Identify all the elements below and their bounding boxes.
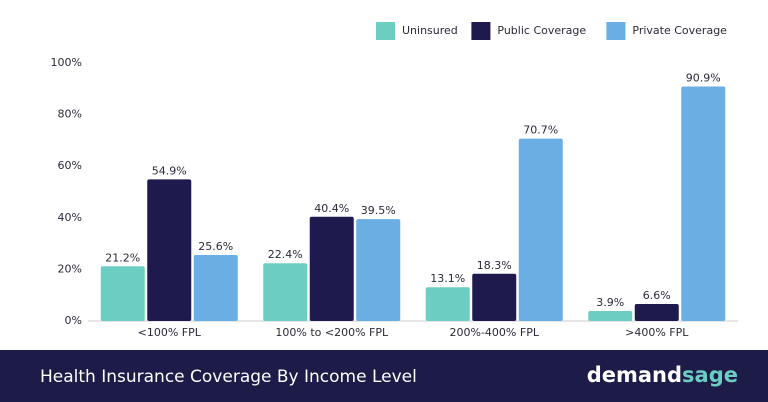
bar (193, 254, 238, 321)
value-label: 6.6% (643, 289, 671, 302)
bar (309, 216, 354, 321)
logo-part: demand (587, 363, 682, 387)
x-tick-label: 100% to <200% FPL (275, 326, 389, 339)
legend-swatch (471, 22, 491, 40)
bar (634, 303, 679, 321)
bar (356, 219, 401, 321)
value-label: 54.9% (152, 164, 187, 177)
bar (472, 273, 517, 321)
bar (147, 179, 192, 321)
y-tick-label: 0% (65, 314, 82, 327)
bar (588, 310, 633, 321)
legend-swatch (606, 22, 626, 40)
legend-label: Public Coverage (497, 24, 586, 37)
y-tick-label: 40% (58, 211, 82, 224)
bar (263, 263, 308, 321)
legend-swatch (376, 22, 395, 40)
value-label: 40.4% (314, 202, 349, 215)
y-tick-label: 20% (58, 262, 82, 275)
value-label: 25.6% (198, 240, 233, 253)
y-tick-label: 80% (58, 108, 82, 121)
logo-part: sage (682, 363, 738, 387)
y-tick-label: 100% (51, 56, 82, 69)
y-tick-label: 60% (58, 159, 82, 172)
bar (681, 86, 726, 321)
bar (518, 138, 563, 321)
logo: demandsage (587, 363, 738, 387)
value-label: 18.3% (477, 259, 512, 272)
value-label: 90.9% (686, 71, 721, 84)
legend-label: Private Coverage (632, 24, 727, 37)
x-tick-label: >400% FPL (625, 326, 689, 339)
value-label: 70.7% (523, 124, 558, 137)
bar (100, 266, 145, 321)
value-label: 22.4% (268, 248, 303, 261)
value-label: 21.2% (105, 251, 140, 264)
x-tick-label: <100% FPL (138, 326, 202, 339)
footer (0, 350, 768, 402)
bar (425, 287, 470, 321)
value-label: 3.9% (596, 296, 624, 309)
legend-label: Uninsured (402, 24, 458, 37)
value-label: 13.1% (430, 272, 465, 285)
value-label: 39.5% (361, 204, 396, 217)
chart-title: Health Insurance Coverage By Income Leve… (40, 367, 417, 387)
x-tick-label: 200%-400% FPL (450, 326, 540, 339)
